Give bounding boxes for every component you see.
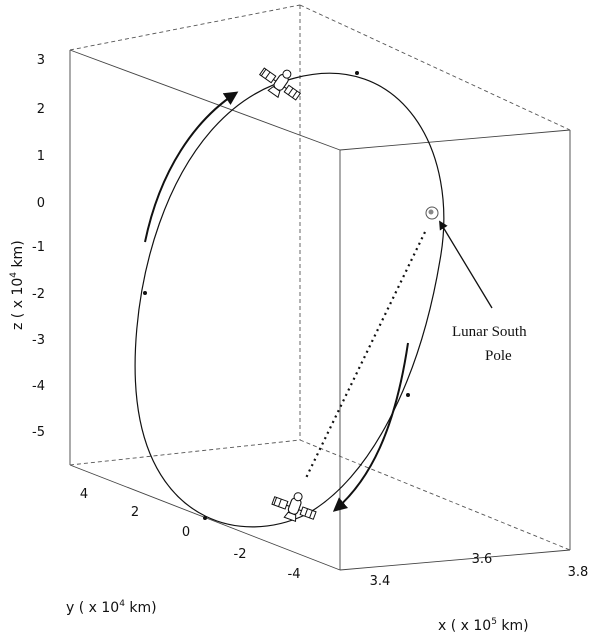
orbit-point bbox=[143, 291, 147, 295]
y-tick: 2 bbox=[131, 505, 139, 520]
orbit-point bbox=[406, 393, 410, 397]
z-tick: 0 bbox=[37, 196, 45, 211]
x-tick: 3.6 bbox=[472, 552, 493, 567]
x-tick: 3.4 bbox=[370, 574, 391, 589]
y-tick: -4 bbox=[288, 567, 301, 582]
x-axis: 3.4 3.6 3.8 x ( x 105 km) bbox=[370, 552, 589, 634]
z-tick: -1 bbox=[32, 240, 45, 255]
y-axis-title: y ( x 104 km) bbox=[66, 599, 157, 616]
plot-box bbox=[69, 4, 571, 571]
z-axis-title: z ( x 104 km) bbox=[9, 240, 26, 330]
orbit-point bbox=[203, 516, 207, 520]
orbit-path bbox=[134, 72, 445, 528]
x-axis-title: x ( x 105 km) bbox=[438, 617, 529, 634]
x-tick: 3.8 bbox=[568, 565, 589, 580]
z-tick: 2 bbox=[37, 102, 45, 117]
orbit-point bbox=[355, 71, 359, 75]
satellite-icon bbox=[271, 492, 317, 523]
z-axis: 3 2 1 0 -1 -2 -3 -4 -5 z ( x 104 km) bbox=[9, 53, 45, 440]
direction-arrow-down bbox=[332, 342, 409, 512]
z-tick: -2 bbox=[32, 287, 45, 302]
z-tick: 1 bbox=[37, 149, 45, 164]
annotation-pointer bbox=[439, 220, 493, 309]
ground-track-line bbox=[304, 231, 426, 481]
y-axis: 4 2 0 -2 -4 y ( x 104 km) bbox=[66, 487, 300, 616]
z-tick: 3 bbox=[37, 53, 45, 68]
y-tick: 4 bbox=[80, 487, 88, 502]
satellite-icon bbox=[258, 67, 302, 101]
annotation-line2: Pole bbox=[485, 348, 512, 364]
z-tick: -4 bbox=[32, 379, 45, 394]
z-tick: -5 bbox=[32, 425, 45, 440]
z-tick: -3 bbox=[32, 333, 45, 348]
y-tick: 0 bbox=[182, 525, 190, 540]
annotation-line1: Lunar South bbox=[452, 324, 527, 340]
direction-arrow-up bbox=[144, 91, 239, 243]
y-tick: -2 bbox=[234, 547, 247, 562]
lunar-south-pole-marker bbox=[425, 206, 439, 220]
